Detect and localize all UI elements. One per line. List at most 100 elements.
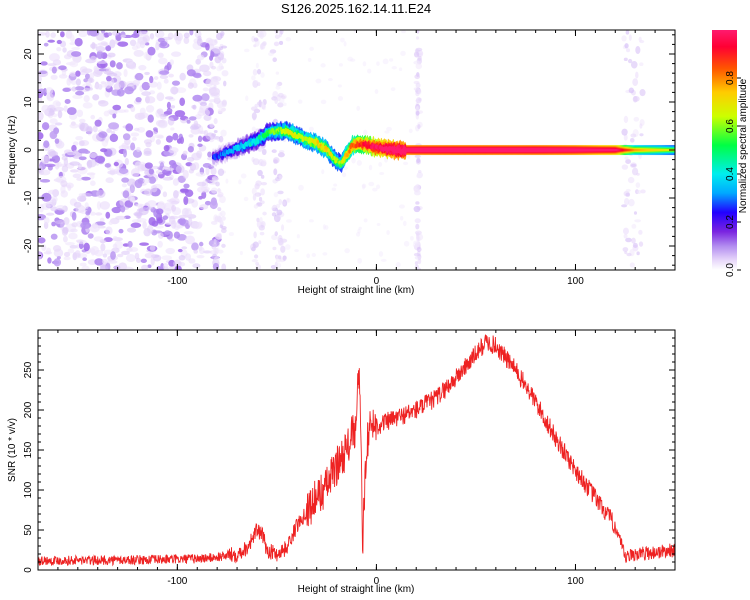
spectrogram-cell (639, 133, 644, 137)
spectrogram-cell (130, 142, 136, 151)
spectrogram-x-tick-label: -100 (167, 276, 187, 287)
spectrogram-cell (109, 133, 119, 143)
spectrogram-cell (198, 241, 204, 247)
spectrogram-cell (635, 46, 641, 55)
spectrogram-cell (276, 209, 283, 216)
spectrogram-y-axis-label: Frequency (Hz) (7, 116, 18, 185)
spectrogram-cell (375, 184, 381, 190)
spectrogram-cell (630, 133, 637, 138)
spectrogram-cell (146, 224, 154, 234)
snr-x-tick-label: 0 (374, 576, 380, 587)
spectrogram-cell (179, 72, 186, 81)
spectrogram-cell (378, 162, 383, 167)
spectrogram-cell (212, 243, 217, 247)
spectrogram-cell (386, 126, 392, 132)
spectrogram-cell (196, 38, 203, 46)
spectrogram-cell (179, 188, 189, 193)
spectrogram-cell (622, 247, 629, 252)
spectrogram-cell (61, 70, 67, 76)
spectrogram-cell (621, 35, 627, 42)
spectrogram-cell (45, 212, 55, 216)
spectrogram-cell (410, 236, 414, 241)
spectrogram-cell (221, 263, 227, 270)
spectrogram-cell (96, 60, 108, 64)
spectrogram-cell (156, 92, 165, 102)
spectrogram-cell (213, 246, 217, 255)
spectrogram-cell (197, 143, 203, 148)
spectrogram-cell (110, 251, 116, 260)
spectrogram-cell (202, 109, 210, 117)
spectrogram-cell (95, 212, 103, 216)
spectrogram-cell (43, 140, 50, 148)
spectrogram-cell (174, 265, 182, 270)
spectrogram-cell (255, 62, 259, 69)
spectrogram-cell (130, 186, 135, 193)
spectrogram-cell (415, 201, 420, 205)
spectrogram-cell (125, 254, 136, 263)
spectrogram-cell (126, 227, 137, 233)
spectrogram-cell (63, 217, 70, 225)
spectrogram-cell (260, 188, 265, 196)
spectrogram-cell (255, 80, 259, 85)
spectrogram-ridge-cell (367, 141, 370, 146)
spectrogram-cell (173, 190, 179, 199)
spectrogram-cell (159, 70, 170, 75)
spectrogram-cell (639, 89, 646, 97)
spectrogram-cell (164, 167, 175, 171)
spectrogram-cell (41, 104, 50, 113)
spectrogram-cell (251, 75, 256, 81)
spectrogram-cell (413, 205, 421, 213)
spectrogram-cell (110, 130, 116, 135)
spectrogram-cell (94, 119, 102, 127)
spectrogram-cell (72, 150, 79, 157)
spectrogram-cell (363, 218, 368, 223)
spectrogram-cell (262, 104, 267, 111)
spectrogram-cell (102, 253, 108, 258)
spectrogram-cell (252, 241, 259, 248)
spectrogram-cell (278, 97, 285, 104)
spectrogram-cell (204, 200, 211, 206)
spectrogram-cell (252, 115, 256, 121)
spectrogram-cell (191, 242, 199, 251)
spectrogram-cell (179, 136, 185, 144)
spectrogram-cell (361, 183, 367, 189)
spectrogram-cell (71, 47, 80, 51)
spectrogram-cell (627, 176, 635, 184)
snr-y-axis-label: SNR (10 * v/v) (7, 418, 18, 482)
spectrogram-cell (99, 201, 111, 210)
spectrogram-cell (251, 246, 256, 252)
spectrogram-cell (113, 83, 122, 90)
spectrogram-cell (170, 127, 175, 131)
spectrogram-cell (415, 223, 420, 230)
spectrogram-cell (51, 221, 57, 227)
spectrogram-cell (415, 97, 422, 104)
spectrogram-cell (251, 187, 257, 195)
spectrogram-cell (285, 219, 292, 223)
spectrogram-cell (85, 210, 91, 216)
spectrogram-cell (272, 207, 279, 212)
spectrogram-cell (217, 191, 224, 197)
spectrogram-cell (172, 178, 179, 186)
spectrogram-cell (294, 249, 299, 253)
spectrogram-cell (322, 252, 328, 256)
spectrogram-cell (357, 257, 363, 264)
spectrogram-cell (215, 181, 220, 187)
spectrogram-cell (416, 246, 422, 252)
spectrogram-cell (218, 62, 223, 71)
spectrogram-cell (63, 54, 72, 60)
spectrogram-cell (201, 191, 207, 199)
spectrogram-cell (633, 96, 640, 102)
spectrogram-cell (634, 219, 642, 223)
spectrogram-cell (213, 95, 221, 103)
spectrogram-cell (630, 60, 638, 69)
spectrogram-cell (172, 132, 179, 141)
spectrogram-cell (217, 108, 224, 114)
spectrogram-cell (253, 231, 257, 239)
spectrogram-ridge-cell (316, 139, 319, 145)
spectrogram-cell (219, 195, 226, 204)
spectrogram-cell (273, 159, 278, 164)
spectrogram-cell (376, 222, 381, 227)
spectrogram-cell (400, 30, 407, 34)
spectrogram-cell (413, 51, 420, 58)
